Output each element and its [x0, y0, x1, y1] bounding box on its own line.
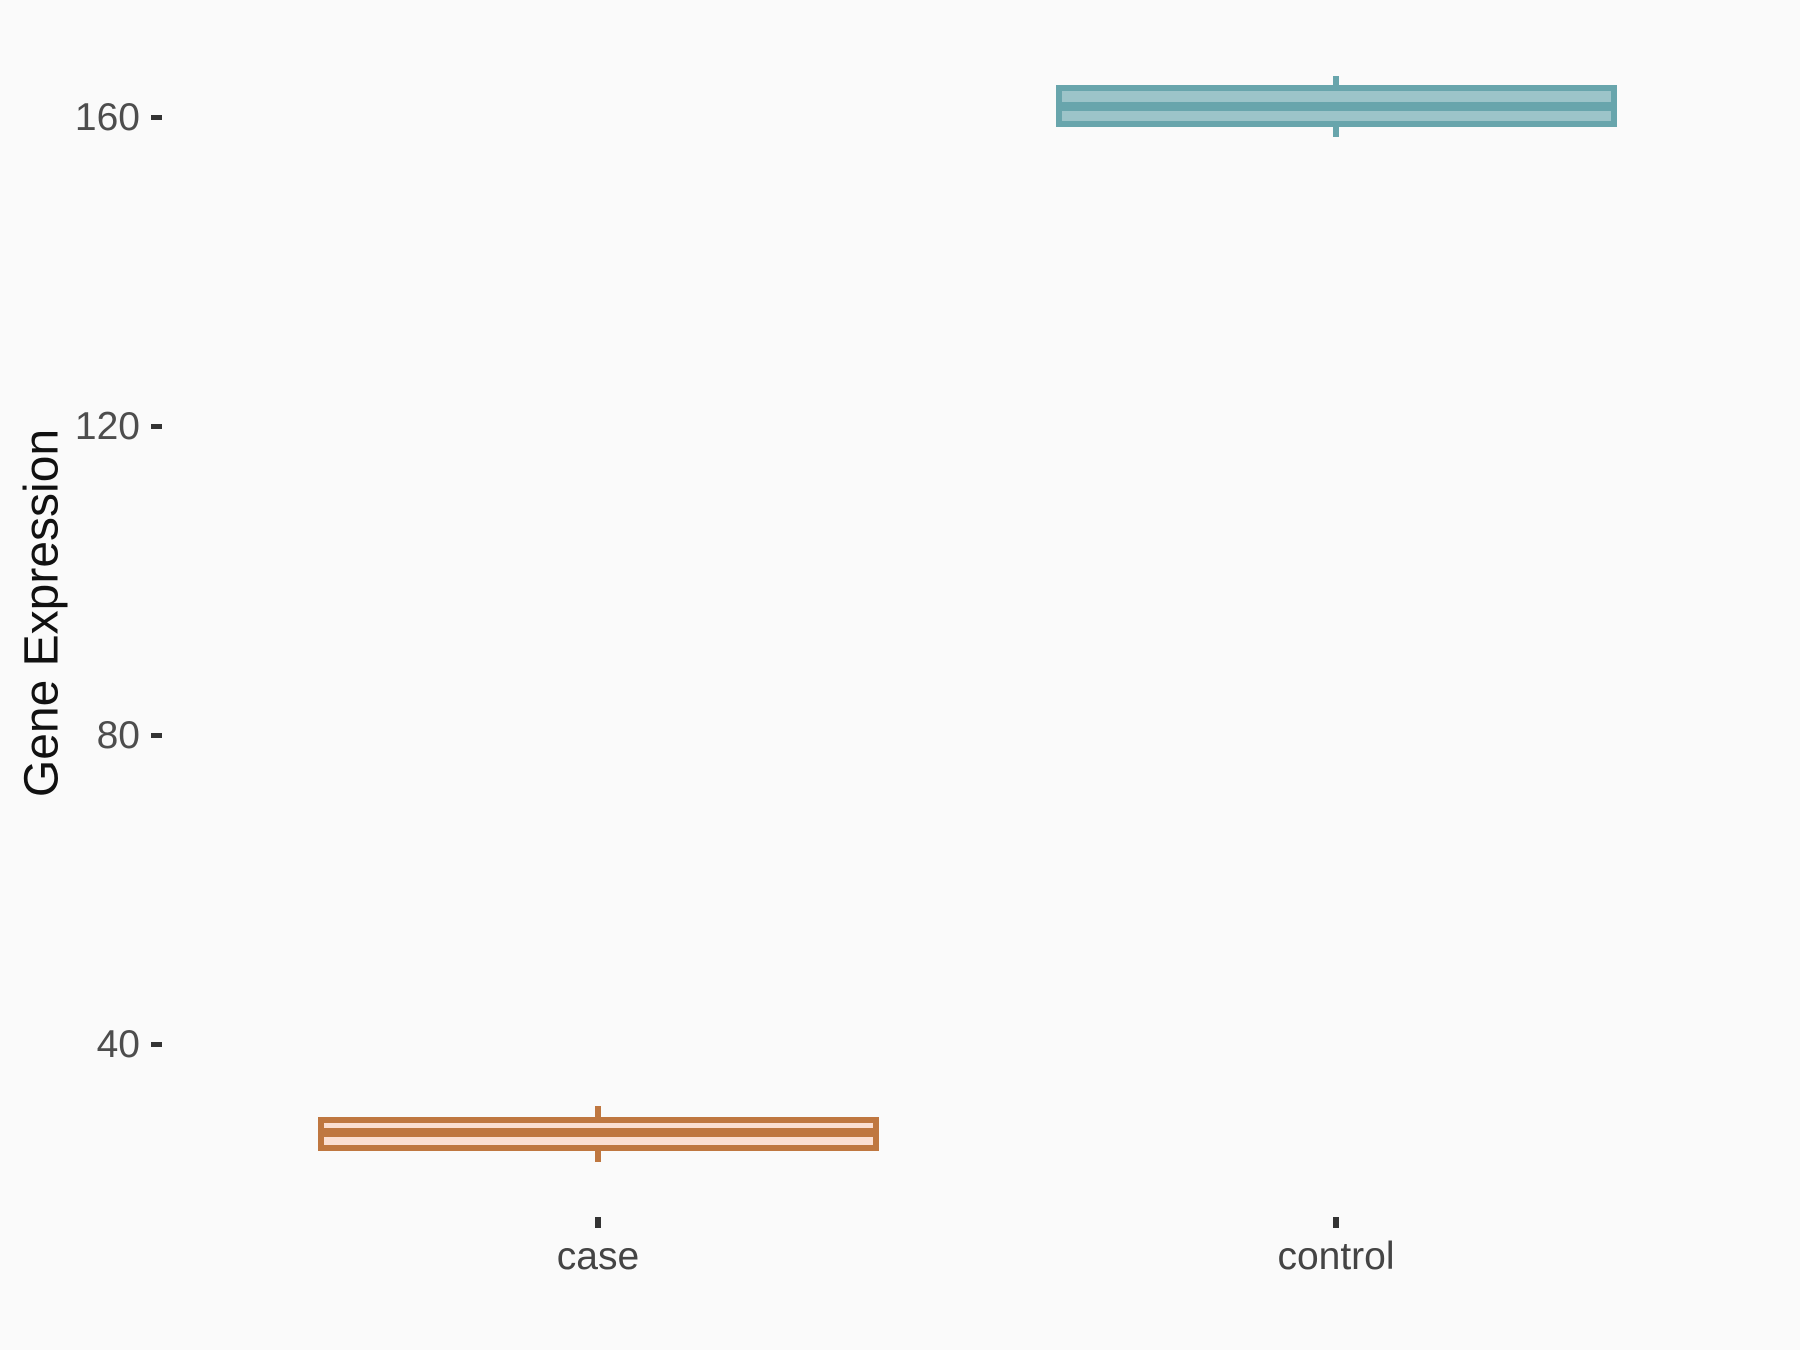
boxplot-upper-whisker — [1333, 76, 1339, 86]
boxplot-median-line — [317, 1128, 879, 1138]
y-tick-mark — [151, 423, 162, 429]
boxplot-upper-whisker — [595, 1105, 601, 1118]
y-tick-mark — [151, 1041, 162, 1047]
x-tick-mark — [595, 1217, 601, 1228]
boxplot-lower-whisker — [595, 1150, 601, 1163]
y-tick-mark — [151, 732, 162, 738]
y-tick-label: 120 — [74, 404, 140, 448]
y-tick-label: 160 — [74, 95, 140, 139]
x-tick-mark — [1333, 1217, 1339, 1228]
y-tick-mark — [151, 114, 162, 120]
boxplot-median-line — [1055, 101, 1617, 111]
y-tick-label: 40 — [96, 1022, 140, 1066]
y-tick-label: 80 — [96, 713, 140, 757]
boxplot-lower-whisker — [1333, 127, 1339, 138]
x-category-label: case — [556, 1235, 640, 1278]
x-category-label: control — [1277, 1235, 1395, 1278]
